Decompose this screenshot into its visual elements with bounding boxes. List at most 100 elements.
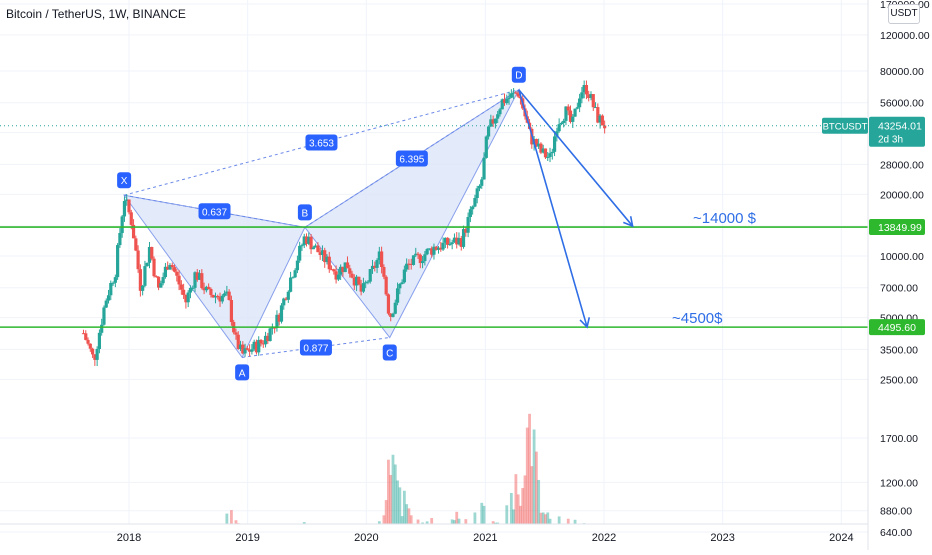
volume-bar [509,493,513,524]
candle-body [443,237,447,243]
candle-body [116,245,120,278]
time-axis-label: 2019 [235,532,259,544]
price-axis-label: 56000.00 [880,98,924,110]
volume-bar [480,502,484,524]
time-axis-label: 2023 [710,532,734,544]
candle-body [220,295,224,302]
candle-body [446,237,450,245]
volume-bar [393,464,397,524]
volume-bar [519,505,522,524]
volume-bar [494,522,497,524]
point-label-a-bg [235,364,250,381]
candle-body [389,313,393,317]
candle-body [111,282,115,284]
candle-body [486,126,491,137]
candle-body [320,250,325,255]
candle-body [127,199,131,213]
candle-body [391,313,395,317]
candle-body [516,93,520,97]
candle-body [496,114,500,119]
candle-body [584,84,589,95]
candle-body [539,143,543,153]
candle-body [441,242,445,250]
candle-body [550,151,554,154]
candle-body [482,157,486,180]
candle-body [145,262,149,267]
candle-body [254,341,259,353]
candle-body [243,348,247,354]
candle-body [416,253,420,255]
candle-body [207,286,211,289]
candle-body [209,288,213,295]
candle-body [573,108,577,117]
annotation-text: ~14000 $ [693,210,757,227]
price-axis-label: 120000.00 [880,30,930,42]
volume-bar [416,519,420,524]
ratio-label: 6.395 [399,155,424,166]
candle-body [156,276,161,288]
candle-body [170,264,174,268]
volume-bar [537,479,541,524]
candle-body [471,206,475,210]
candle-body [398,283,402,289]
ratio-label-bg [198,203,231,220]
currency-selector[interactable]: USDT [888,4,920,24]
candle-body [407,263,411,265]
volume-bar [387,459,390,524]
candle-body [125,199,129,202]
candle-body [368,269,372,282]
candle-body [402,269,406,283]
candle-body [316,245,320,253]
candle-body [109,282,113,296]
candle-body [455,237,459,245]
candle-body [120,216,124,234]
candle-body [97,332,102,349]
candle-body [343,262,347,273]
point-label-x-bg [117,172,132,189]
candle-body [131,224,136,239]
candle-body [514,92,518,94]
candle-body [227,291,231,301]
candle-body [241,344,245,354]
volume-bar [566,518,570,524]
ratio-label-bg [299,339,332,356]
time-axis-label: 2021 [473,532,497,544]
candle-body [354,276,359,286]
candle-body [509,93,513,98]
candle-body [304,236,309,244]
volume-bar [541,512,545,524]
volume-bar [225,513,229,524]
candle-body [382,267,386,277]
candle-body [582,84,586,93]
candle-body [138,269,142,291]
candle-body [143,266,147,286]
candle-body [270,327,274,329]
candle-body [172,267,177,272]
candle-body [152,258,156,277]
candle-body [307,236,311,244]
candle-body [327,256,331,270]
volume-bar [384,500,388,524]
candle-body [571,116,575,122]
candle-body [587,94,591,99]
candle-body [593,107,598,109]
candle-body [311,247,315,250]
candle-body [166,266,170,270]
time-axis-label: 2018 [117,532,141,544]
candle-body [596,107,600,123]
candle-body [502,99,507,104]
candle-body [129,212,133,225]
candle-body [134,238,138,251]
volume-bar [532,429,536,524]
volume-bar [505,505,509,524]
candle-body [552,136,557,152]
candle-body [277,314,281,322]
volume-bar [400,516,404,524]
candle-body [182,289,186,295]
volume-bar [482,505,486,524]
volume-bar [530,466,534,524]
candle-body [95,348,99,360]
candle-body [489,119,493,127]
